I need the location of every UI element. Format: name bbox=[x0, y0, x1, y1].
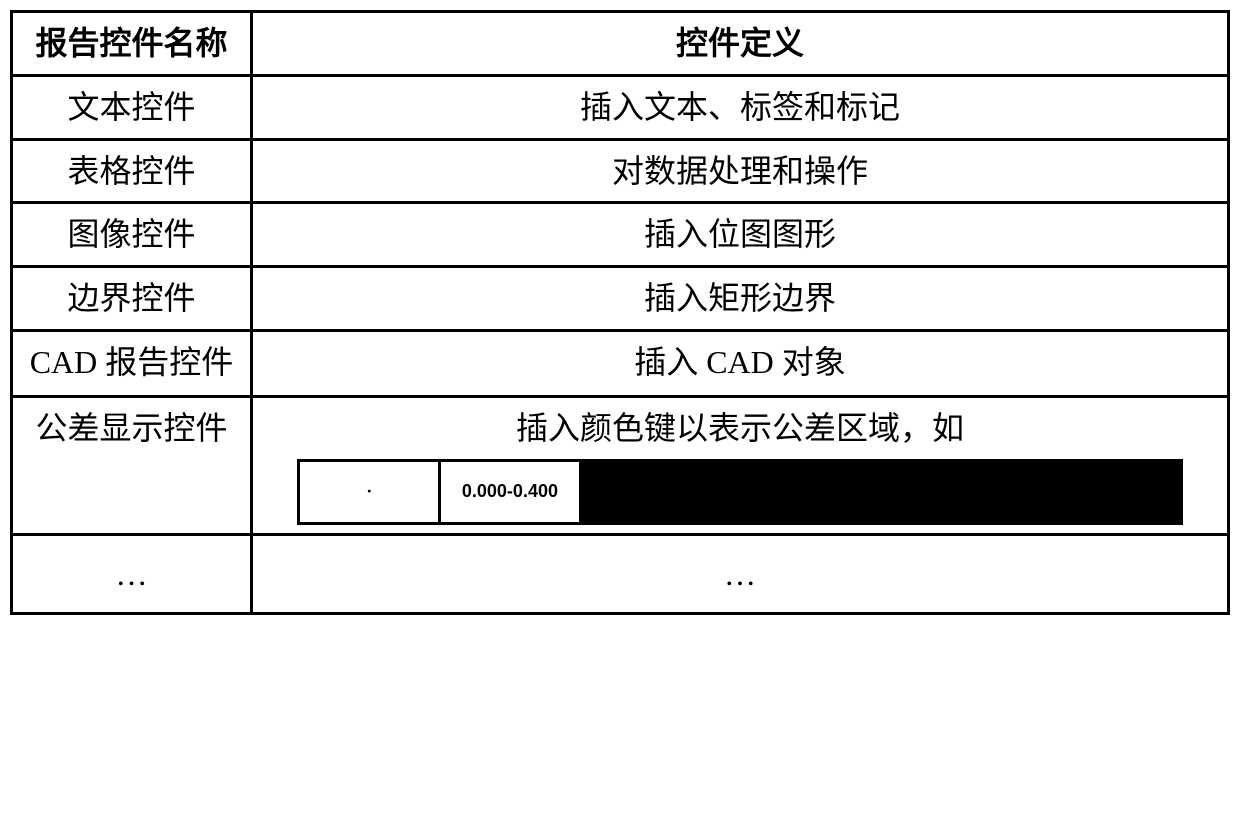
cell-name: … bbox=[12, 534, 252, 614]
tolerance-text: 插入颜色键以表示公差区域，如 bbox=[259, 406, 1221, 451]
controls-table: 报告控件名称 控件定义 文本控件 插入文本、标签和标记 表格控件 对数据处理和操… bbox=[10, 10, 1230, 615]
cell-definition: 插入 CAD 对象 bbox=[252, 330, 1229, 396]
colorbar-segment: 0.000-0.400 bbox=[441, 462, 582, 522]
tolerance-colorbar: · 0.000-0.400 bbox=[297, 459, 1182, 525]
table-row: 表格控件 对数据处理和操作 bbox=[12, 139, 1229, 203]
cell-definition: 对数据处理和操作 bbox=[252, 139, 1229, 203]
cell-name: 表格控件 bbox=[12, 139, 252, 203]
table-row: CAD 报告控件 插入 CAD 对象 bbox=[12, 330, 1229, 396]
cell-definition: 插入矩形边界 bbox=[252, 267, 1229, 331]
header-definition: 控件定义 bbox=[252, 12, 1229, 76]
table-row-tolerance: 公差显示控件 插入颜色键以表示公差区域，如 · 0.000-0.400 bbox=[12, 396, 1229, 534]
colorbar-segment bbox=[582, 462, 1180, 522]
header-name: 报告控件名称 bbox=[12, 12, 252, 76]
cell-name: CAD 报告控件 bbox=[12, 330, 252, 396]
cell-definition: 插入位图图形 bbox=[252, 203, 1229, 267]
cell-definition: … bbox=[252, 534, 1229, 614]
table-row: 文本控件 插入文本、标签和标记 bbox=[12, 75, 1229, 139]
cell-name: 公差显示控件 bbox=[12, 396, 252, 534]
cell-name: 文本控件 bbox=[12, 75, 252, 139]
table-header-row: 报告控件名称 控件定义 bbox=[12, 12, 1229, 76]
table-row: 边界控件 插入矩形边界 bbox=[12, 267, 1229, 331]
cell-name: 图像控件 bbox=[12, 203, 252, 267]
cell-name: 边界控件 bbox=[12, 267, 252, 331]
cell-definition-tolerance: 插入颜色键以表示公差区域，如 · 0.000-0.400 bbox=[252, 396, 1229, 534]
cell-definition: 插入文本、标签和标记 bbox=[252, 75, 1229, 139]
table-row-ellipsis: … … bbox=[12, 534, 1229, 614]
table-row: 图像控件 插入位图图形 bbox=[12, 203, 1229, 267]
colorbar-segment: · bbox=[300, 462, 441, 522]
